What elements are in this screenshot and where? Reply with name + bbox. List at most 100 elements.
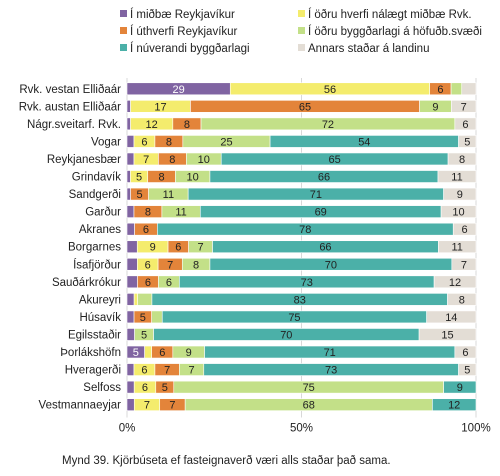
bar-segment-akureyri-annars-sta-ar-a-landinu [447,293,477,306]
value-label-vogar-3: 25 [220,136,232,148]
value-label-husavik-3: 75 [288,312,300,324]
value-label-egilssta-ir-2: 70 [280,329,292,341]
bar-segment-selfoss-i-nuverandi-bygg-arlagi [443,380,477,394]
bar-segment-rvk-austan-elli-aar-annars-sta-ar-a-landinu [451,100,477,113]
value-label-orlakshofn-4: 71 [324,347,336,359]
legend-label-i-o-ru-hverfi-nal-gt-mi-b-rvk: Í öðru hverfi nálægt miðbæ Rvk. [308,8,472,21]
value-label-orlakshofn-3: 9 [186,347,192,359]
legend-swatch-i-uthverfi-reykjavikur [120,27,127,34]
bar-segment-nagr-sveitarf-rvk-i-mi-b-reykjavikur [126,117,131,131]
value-label-rvk-austan-elli-aar-3: 9 [432,101,438,113]
bar-segment-rvk-vestan-elli-aar-annars-sta-ar-a-landinu [461,82,477,96]
value-label-egilssta-ir-3: 15 [441,329,453,341]
value-label-akureyri-4: 8 [459,294,465,306]
value-label-reykjanesb-r-3: 10 [198,154,210,166]
legend-swatch-annars-sta-ar-a-landinu [298,44,305,51]
category-label-sau-arkrokur: Sauðárkrókur [52,277,121,289]
value-label-isafjor-ur-1: 6 [145,259,151,271]
bar-segment-gar-ur-annars-sta-ar-a-landinu [440,205,477,218]
legend-label-i-o-ru-bygg-arlagi-a-hofu-b-sv-i: Í öðru byggðarlagi á höfuðb.svæði [308,25,482,38]
value-label-selfoss-2: 5 [162,382,168,394]
value-label-grindavik-4: 66 [318,172,330,184]
value-label-vestmannaeyjar-2: 7 [169,400,175,412]
category-label-akranes: Akranes [79,224,121,236]
bar-segment-borgarnes-i-mi-b-reykjavikur [126,240,138,254]
bar-segment-hverager-i-i-mi-b-reykjavikur [126,363,135,376]
category-label-rvk-vestan-elli-aar: Rvk. vestan Elliðaár [19,84,121,96]
value-label-nagr-sveitarf-rvk-2: 8 [184,119,190,131]
value-label-rvk-vestan-elli-aar-1: 56 [324,84,336,96]
category-label-orlakshofn: Þorlákshöfn [60,347,121,359]
value-label-egilssta-ir-1: 5 [141,329,147,341]
value-label-reykjanesb-r-2: 8 [169,154,175,166]
value-label-reykjanesb-r-5: 8 [459,154,465,166]
value-label-rvk-austan-elli-aar-1: 17 [154,101,166,113]
category-label-gar-ur: Garður [85,207,121,219]
value-label-sau-arkrokur-1: 6 [145,277,151,289]
category-label-borgarnes: Borgarnes [68,242,121,254]
value-label-rvk-vestan-elli-aar-0: 29 [173,84,185,96]
category-label-selfoss: Selfoss [83,382,121,394]
bar-segment-rvk-austan-elli-aar-i-mi-b-reykjavikur [126,100,131,113]
value-label-borgarnes-4: 66 [319,242,331,254]
value-label-isafjor-ur-5: 7 [461,259,467,271]
bar-segment-akureyri-i-mi-b-reykjavikur [126,293,135,306]
value-label-akranes-3: 6 [462,224,468,236]
value-label-isafjor-ur-4: 70 [325,259,337,271]
bar-segment-husavik-i-mi-b-reykjavikur [126,310,135,324]
legend-swatch-i-o-ru-hverfi-nal-gt-mi-b-rvk [298,10,305,17]
bar-segment-orlakshofn-i-o-ru-hverfi-nal-gt-mi-b-rvk [144,345,152,359]
category-label-nagr-sveitarf-rvk: Nágr.sveitarf. Rvk. [27,119,121,131]
bar-segment-reykjanesb-r-i-mi-b-reykjavikur [126,152,135,166]
value-label-isafjor-ur-3: 8 [193,259,199,271]
x-axis-ticks: 0% 50% 100% [119,422,491,434]
bars: 29 56 617 65 9 712 8 72 66 8 25 54 57 8 10 65 85 8 10 66 115… [126,82,477,412]
value-label-husavik-1: 5 [140,312,146,324]
value-label-hverager-i-2: 7 [164,365,170,377]
legend-swatch-i-mi-b-reykjavikur [120,10,127,17]
value-label-gar-ur-1: 8 [145,207,151,219]
value-label-orlakshofn-2: 6 [159,347,165,359]
bar-segment-egilssta-ir-i-mi-b-reykjavikur [126,328,135,341]
bar-segment-reykjanesb-r-annars-sta-ar-a-landinu [447,152,477,166]
value-label-sandger-i-1: 5 [137,189,143,201]
value-label-gar-ur-2: 11 [175,207,186,219]
bar-segment-husavik-annars-sta-ar-a-landinu [426,310,477,324]
bar-segment-sau-arkrokur-annars-sta-ar-a-landinu [433,275,477,289]
category-label-egilssta-ir: Egilsstaðir [68,329,121,341]
bar-segment-akranes-annars-sta-ar-a-landinu [452,222,477,236]
bar-segment-orlakshofn-annars-sta-ar-a-landinu [454,345,477,359]
bar-segment-grindavik-i-mi-b-reykjavikur [126,170,131,183]
bar-segment-borgarnes-annars-sta-ar-a-landinu [438,240,477,254]
value-label-gar-ur-3: 69 [315,207,327,219]
bar-segment-vestmannaeyjar-i-mi-b-reykjavikur [126,398,135,411]
legend-label-i-mi-b-reykjavikur: Í miðbæ Reykjavíkur [130,8,235,21]
category-label-sandger-i: Sandgerði [69,189,121,201]
figure-caption: Mynd 39. Kjörbúseta ef fasteignaverð vær… [62,455,391,467]
value-label-borgarnes-2: 6 [175,242,181,254]
value-label-grindavik-2: 8 [158,172,164,184]
value-label-vogar-4: 54 [358,136,370,148]
value-label-vestmannaeyjar-4: 12 [448,400,460,412]
value-label-sandger-i-4: 9 [457,189,463,201]
value-label-grindavik-5: 11 [451,172,462,184]
value-label-hverager-i-5: 5 [464,365,470,377]
legend: Í miðbæ Reykjavíkur Í úthverfi Reykjavíku… [120,8,482,55]
bar-segment-isafjor-ur-i-mi-b-reykjavikur [126,257,138,271]
bar-segment-vogar-annars-sta-ar-a-landinu [458,135,477,148]
value-label-nagr-sveitarf-rvk-4: 6 [462,119,468,131]
value-label-vestmannaeyjar-3: 68 [303,400,315,412]
legend-swatch-i-nuverandi-bygg-arlagi [120,44,127,51]
bar-segment-akureyri-i-o-ru-hverfi-nal-gt-mi-b-rvk [133,293,138,306]
value-label-hverager-i-1: 6 [141,365,147,377]
value-label-vestmannaeyjar-1: 7 [144,400,150,412]
bar-segment-nagr-sveitarf-rvk-annars-sta-ar-a-landinu [454,117,477,131]
value-label-rvk-austan-elli-aar-4: 7 [461,101,467,113]
category-label-akureyri: Akureyri [79,294,121,306]
legend-label-i-uthverfi-reykjavikur: Í úthverfi Reykjavíkur [130,25,238,38]
value-label-reykjanesb-r-4: 65 [329,154,341,166]
value-label-sau-arkrokur-2: 6 [166,277,172,289]
category-label-isafjor-ur: Ísafjörður [73,258,121,271]
value-label-reykjanesb-r-1: 7 [143,154,149,166]
